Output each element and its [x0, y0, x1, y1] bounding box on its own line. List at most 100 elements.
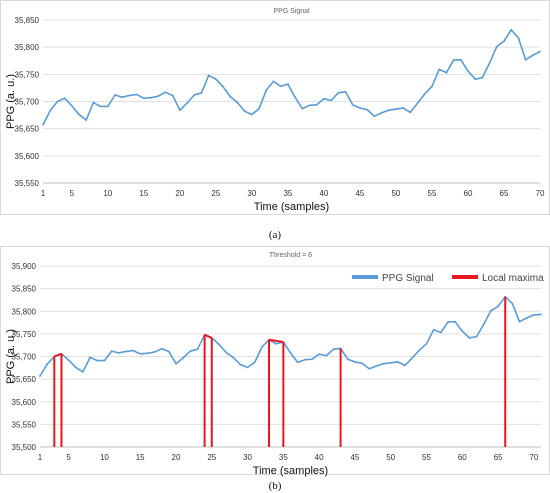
- x-tick-label: 50: [391, 189, 400, 198]
- x-tick-label: 40: [319, 189, 328, 198]
- chart-border: [0, 246, 550, 475]
- x-tick-label: 30: [247, 189, 256, 198]
- ppg-signal-point: [182, 356, 185, 359]
- ppg-signal-point: [132, 349, 134, 352]
- x-tick-label: 45: [350, 453, 359, 462]
- chart-a: PPG Signal 35,550 35,600 35,650 35,700 35,750…: [0, 0, 550, 241]
- ppg-signal-point: [128, 94, 131, 97]
- ppg-signal-point: [225, 351, 227, 354]
- ppg-signal-point: [286, 83, 289, 86]
- x-tick-label: 35: [283, 189, 292, 198]
- ppg-signal-point: [253, 361, 256, 364]
- ppg-signal-point: [380, 112, 383, 114]
- ppg-signal-point: [56, 100, 59, 103]
- ppg-signal-point: [250, 113, 253, 116]
- ppg-signal-point: [218, 343, 220, 346]
- x-tick-label: 5: [70, 189, 75, 198]
- ppg-signal-point: [157, 95, 160, 97]
- ppg-signal-point: [524, 58, 527, 61]
- ppg-signal-point: [222, 85, 224, 88]
- x-tick-label: 60: [458, 453, 467, 462]
- ppg-signal-point: [346, 358, 349, 361]
- ppg-signal-point: [425, 342, 428, 345]
- ppg-signal-point: [92, 101, 95, 104]
- y-tick-label: 35,800: [15, 43, 40, 52]
- local-maximum-segment: [53, 352, 62, 358]
- y-tick-label: 35,550: [15, 179, 40, 188]
- ppg-signal-point: [296, 361, 299, 364]
- ppg-signal-point: [497, 305, 499, 308]
- x-tick-label: 30: [243, 453, 252, 462]
- x-tick-label: 1: [38, 453, 43, 462]
- ppg-signal-point: [236, 101, 239, 104]
- ppg-signal-point: [439, 331, 442, 334]
- x-tick-label: 20: [175, 189, 184, 198]
- ppg-signal-point: [294, 96, 297, 99]
- ppg-signal-point: [189, 350, 192, 352]
- ppg-signal-point: [540, 313, 542, 316]
- ppg-signal-point: [171, 94, 174, 97]
- ppg-signal-point: [539, 50, 541, 53]
- local-maximum-segment: [204, 333, 213, 339]
- ppg-signal-point: [325, 354, 328, 357]
- ppg-signal-point: [375, 365, 378, 367]
- ppg-signal-point: [139, 352, 142, 355]
- x-tick-label: 70: [536, 189, 545, 198]
- ppg-signal-point: [525, 317, 528, 319]
- ppg-signal-point: [258, 107, 260, 110]
- ppg-signal-point: [332, 348, 335, 351]
- ppg-signal-point: [409, 111, 412, 114]
- ppg-signal-point: [432, 328, 435, 331]
- ppg-signal-point: [229, 95, 232, 98]
- ppg-signal-point: [395, 108, 397, 111]
- ppg-signal-point: [416, 102, 419, 105]
- ppg-signal-point: [207, 74, 210, 77]
- ppg-signal-line: [39, 295, 542, 377]
- ppg-signal-point: [354, 361, 356, 363]
- chart-title: PPG Signal: [273, 8, 310, 15]
- x-tick-label: 65: [494, 453, 503, 462]
- ppg-signal-point: [124, 350, 127, 353]
- y-tick-label: 35,750: [15, 70, 40, 79]
- ppg-signal-point: [70, 104, 73, 107]
- ppg-signal-point: [323, 97, 325, 100]
- ppg-signal-point: [510, 28, 513, 31]
- y-tick-label: 35,800: [12, 307, 37, 316]
- ppg-signal-point: [243, 110, 246, 113]
- ppg-signal-point: [135, 93, 138, 96]
- ppg-signal-point: [303, 358, 306, 361]
- ppg-signal-point: [382, 362, 385, 365]
- x-tick-label: 65: [500, 189, 509, 198]
- x-tick-label: 10: [100, 453, 109, 462]
- ppg-signal-point: [411, 356, 414, 359]
- ppg-signal-point: [461, 330, 464, 333]
- ppg-signal-point: [315, 103, 318, 106]
- ppg-signal-point: [389, 361, 392, 364]
- ppg-signal-point: [517, 37, 520, 39]
- ppg-signal-point: [150, 96, 152, 99]
- ppg-signal-point: [39, 375, 41, 377]
- x-tick-label: 15: [136, 453, 145, 462]
- ppg-signal-point: [518, 320, 521, 323]
- ppg-signal-point: [503, 40, 505, 43]
- ppg-signal-point: [186, 102, 188, 105]
- ppg-signal-point: [42, 123, 44, 126]
- ppg-signal-point: [160, 347, 163, 350]
- ppg-signal-point: [167, 350, 170, 353]
- ppg-signal-point: [74, 366, 77, 369]
- ppg-signal-point: [359, 107, 361, 109]
- y-tick-label: 35,600: [15, 152, 40, 161]
- ppg-signal-point: [146, 352, 149, 355]
- ppg-signal-point: [46, 363, 49, 366]
- y-axis-title: PPG (a. u.): [5, 329, 17, 384]
- x-tick-label: 55: [422, 453, 431, 462]
- x-tick-label: 50: [386, 453, 395, 462]
- ppg-signal-point: [99, 105, 102, 108]
- ppg-signal-point: [445, 71, 448, 74]
- local-maximum-segment: [268, 338, 284, 344]
- y-tick-label: 35,550: [12, 420, 37, 429]
- ppg-signal-point: [67, 359, 70, 362]
- ppg-signal-point: [260, 346, 263, 348]
- y-tick-label: 35,850: [15, 16, 40, 25]
- y-tick-label: 35,850: [12, 285, 37, 294]
